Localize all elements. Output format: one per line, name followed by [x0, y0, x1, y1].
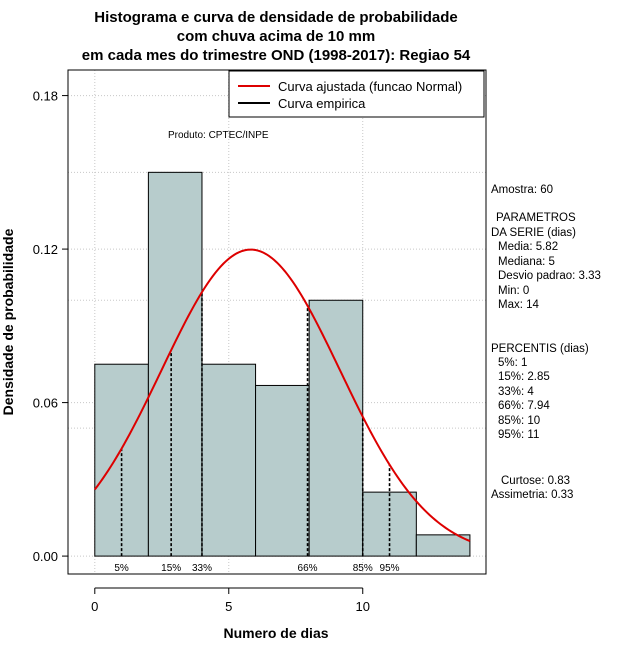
y-tick-label: 0.18 [33, 89, 58, 104]
fitted-normal-curve [93, 248, 471, 543]
y-axis-title: Densidade de probabilidade [0, 228, 16, 415]
sample-size: Amostra: 60 [491, 184, 553, 196]
legend: Curva ajustada (funcao Normal) Curva emp… [228, 70, 485, 118]
stat-skewness: Assimetria: 0.33 [491, 489, 573, 501]
y-tick-label: 0.12 [33, 242, 58, 257]
stat-mean: Media: 5.82 [498, 241, 558, 253]
histogram-bar [201, 363, 257, 557]
stat-p95: 95%: 11 [498, 429, 539, 441]
histogram-bars [94, 171, 471, 557]
legend-fitted-label: Curva ajustada (funcao Normal) [278, 79, 462, 94]
legend-empirical-label: Curva empirica [278, 96, 366, 111]
stat-p33: 33%: 4 [498, 386, 534, 398]
percentile-markers: 5% 15% 33% 66% 85% 95% [114, 292, 400, 574]
stat-p15: 15%: 2.85 [498, 371, 550, 383]
stat-stddev: Desvio padrao: 3.33 [498, 270, 601, 282]
chart-title-line-1: Histograma e curva de densidade de proba… [94, 9, 457, 26]
percentile-label: 33% [192, 563, 212, 574]
stat-median: Mediana: 5 [498, 256, 555, 268]
percentile-label: 5% [114, 563, 129, 574]
percentiles-title: PERCENTIS (dias) [491, 343, 589, 355]
x-axis-title: Numero de dias [223, 625, 328, 641]
x-tick-label: 0 [91, 599, 98, 614]
axes: 0 5 10 0.00 0.06 0.12 0.18 [33, 89, 370, 614]
x-tick-label: 5 [225, 599, 232, 614]
y-tick-label: 0.00 [33, 549, 58, 564]
x-tick-label: 10 [356, 599, 370, 614]
histogram-bar [147, 171, 203, 557]
stat-kurtosis: Curtose: 0.83 [501, 475, 570, 487]
percentile-label: 85% [353, 563, 373, 574]
fitted-curve-layer [93, 248, 471, 543]
percentile-label: 15% [161, 563, 181, 574]
histogram-bar [255, 384, 310, 557]
stat-p85: 85%: 10 [498, 415, 540, 427]
parameters-subtitle: DA SERIE (dias) [491, 227, 576, 239]
histogram-bar [415, 534, 471, 557]
percentile-label: 66% [298, 563, 318, 574]
histogram-bar [308, 299, 364, 557]
stat-p66: 66%: 7.94 [498, 400, 550, 412]
stat-max: Max: 14 [498, 299, 540, 311]
stat-p5: 5%: 1 [498, 357, 527, 369]
legend-box [228, 70, 485, 118]
percentile-label: 95% [380, 563, 400, 574]
product-label: Produto: CPTEC/INPE [168, 130, 269, 141]
statistics-panel: Amostra: 60 PARAMETROS DA SERIE (dias) M… [491, 184, 601, 501]
chart-title-line-2: com chuva acima de 10 mm [177, 28, 375, 45]
stat-min: Min: 0 [498, 285, 529, 297]
parameters-title: PARAMETROS [496, 212, 576, 224]
y-tick-label: 0.06 [33, 396, 58, 411]
chart-title-line-3: em cada mes do trimestre OND (1998-2017)… [82, 47, 471, 64]
